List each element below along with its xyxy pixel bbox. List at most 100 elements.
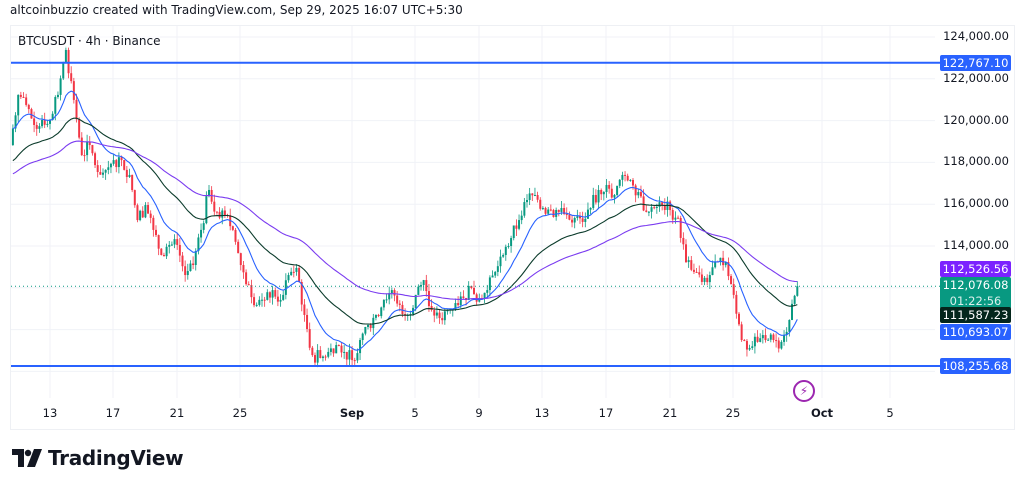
candle-up: [287, 275, 290, 281]
candle-up: [512, 225, 515, 239]
candle-up: [255, 304, 258, 306]
candle-down: [369, 324, 372, 329]
candle-down: [192, 263, 195, 266]
candle-up: [714, 261, 717, 268]
candle-up: [592, 194, 595, 208]
candle-down: [579, 216, 581, 219]
candle-up: [41, 119, 44, 127]
date-axis-label: 13: [534, 406, 550, 420]
candle-up: [796, 286, 799, 296]
candle-down: [377, 314, 380, 317]
date-axis-label: Sep: [339, 406, 365, 420]
candle-up: [59, 78, 62, 95]
candle-up: [703, 277, 706, 282]
candle-down: [594, 194, 597, 203]
lightning-icon[interactable]: ⚡: [793, 380, 815, 402]
candle-up: [751, 346, 754, 348]
candle-up: [658, 202, 661, 207]
candle-up: [54, 97, 57, 114]
candle-down: [311, 347, 314, 356]
candle-down: [777, 340, 780, 349]
candle-down: [178, 244, 181, 256]
date-axis-label: 21: [662, 406, 678, 420]
last-price-tag: 112,076.08 01:22:56: [940, 277, 1011, 309]
candle-up: [541, 207, 544, 209]
candle-down: [581, 218, 584, 222]
candle-down: [634, 185, 637, 196]
candle-up: [139, 210, 142, 221]
candle-down: [83, 155, 86, 157]
candle-down: [438, 312, 441, 319]
candle-up: [62, 62, 65, 79]
candle-down: [25, 97, 28, 105]
candle-down: [149, 213, 152, 218]
candle-down: [133, 190, 136, 206]
candle-up: [502, 254, 505, 257]
candle-down: [740, 324, 743, 341]
candle-down: [700, 274, 703, 282]
candle-down: [610, 188, 613, 198]
candle-up: [414, 294, 417, 308]
candle-down: [147, 205, 150, 214]
candle-down: [157, 235, 160, 249]
candle-down: [337, 345, 340, 347]
candle-down: [441, 318, 444, 321]
candle-down: [314, 355, 316, 363]
candle-down: [557, 209, 560, 212]
candle-down: [642, 196, 645, 211]
candle-down: [425, 280, 428, 292]
candle-up: [361, 333, 364, 341]
candle-up: [793, 295, 796, 304]
candle-up: [488, 277, 491, 291]
candle-up: [11, 128, 14, 146]
ma-slow-price-tag: 112,526.56: [940, 261, 1011, 277]
candle-up: [367, 324, 369, 327]
candle-down: [250, 285, 253, 298]
ma-fast-line: [12, 90, 798, 351]
candle-down: [131, 174, 134, 191]
candle-down: [608, 184, 611, 189]
candle-up: [724, 262, 727, 266]
candle-up: [128, 174, 131, 177]
candle-up: [780, 341, 783, 349]
candle-down: [120, 157, 123, 161]
candle-down: [396, 295, 399, 304]
candle-up: [202, 223, 205, 230]
candle-down: [181, 255, 184, 267]
candle-up: [335, 345, 338, 354]
candle-down: [94, 153, 97, 166]
candle-up: [674, 217, 677, 220]
candle-up: [459, 296, 462, 306]
candle-down: [22, 96, 25, 98]
candle-up: [372, 317, 375, 329]
candle-down: [242, 265, 245, 273]
candle-up: [637, 192, 640, 196]
price-axis-label: 116,000.00: [943, 196, 1009, 210]
candle-down: [239, 253, 242, 266]
candle-down: [626, 175, 629, 181]
candle-up: [486, 290, 489, 293]
candle-up: [586, 209, 589, 219]
candle-up: [170, 244, 173, 246]
candle-down: [268, 292, 271, 298]
candle-up: [316, 350, 319, 363]
candle-down: [218, 211, 221, 218]
candle-down: [33, 118, 36, 125]
candle-up: [719, 257, 722, 263]
tradingview-logo[interactable]: TradingView: [12, 446, 184, 470]
candle-up: [321, 356, 324, 359]
candle-down: [756, 336, 759, 342]
candle-up: [759, 338, 762, 342]
candle-down: [430, 306, 433, 310]
candle-up: [791, 303, 793, 320]
candle-down: [427, 291, 430, 307]
candle-up: [168, 244, 171, 247]
candle-up: [785, 331, 788, 335]
candle-down: [692, 269, 695, 272]
candle-up: [618, 179, 621, 186]
candle-down: [730, 276, 733, 285]
candle-down: [531, 193, 534, 196]
resistance-price-tag: 122,767.10: [940, 55, 1011, 71]
date-axis-label: 25: [725, 406, 741, 420]
